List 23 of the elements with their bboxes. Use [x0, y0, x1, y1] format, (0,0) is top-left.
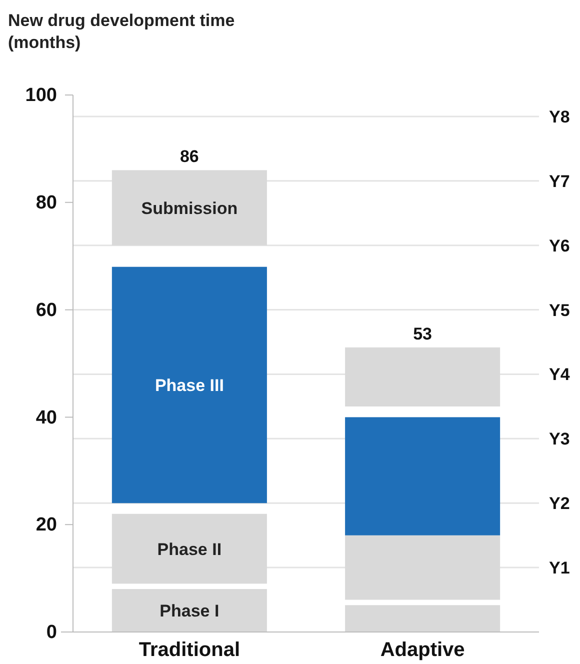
- annotation: 86: [180, 147, 199, 166]
- ref-line-label: Y2: [549, 494, 570, 514]
- y-tick-label: 100: [25, 85, 57, 106]
- y-tick-label: 80: [36, 192, 57, 214]
- ref-line-label: Y3: [549, 430, 570, 449]
- x-tick-label: Traditional: [138, 639, 240, 661]
- ref-line-label: Y1: [549, 558, 570, 578]
- series-label: Phase I: [160, 602, 220, 621]
- ref-line-label: Y5: [549, 300, 570, 320]
- y-tick-label: 40: [36, 407, 57, 428]
- series-label: Phase III: [154, 376, 224, 395]
- annotation: 53: [413, 324, 432, 344]
- y-tick-label: 0: [46, 622, 57, 644]
- series-label: Submission: [141, 198, 238, 218]
- y-tick-label: 60: [36, 300, 57, 321]
- y-tick-label: 20: [36, 514, 57, 536]
- ref-line-label: Y6: [549, 236, 570, 256]
- ref-line-label: Y4: [549, 365, 570, 384]
- series-label: Phase II: [157, 540, 222, 559]
- x-tick-label: Adaptive: [380, 639, 465, 661]
- ref-line-label: Y7: [549, 172, 570, 191]
- ref-line-label: Y8: [549, 107, 570, 126]
- chart-title: New drug development time (months): [8, 11, 235, 52]
